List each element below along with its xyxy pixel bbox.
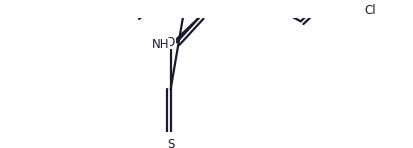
Text: NH: NH [152,38,169,51]
Text: Cl: Cl [364,4,375,17]
Text: O: O [166,36,175,49]
Text: S: S [167,138,174,148]
